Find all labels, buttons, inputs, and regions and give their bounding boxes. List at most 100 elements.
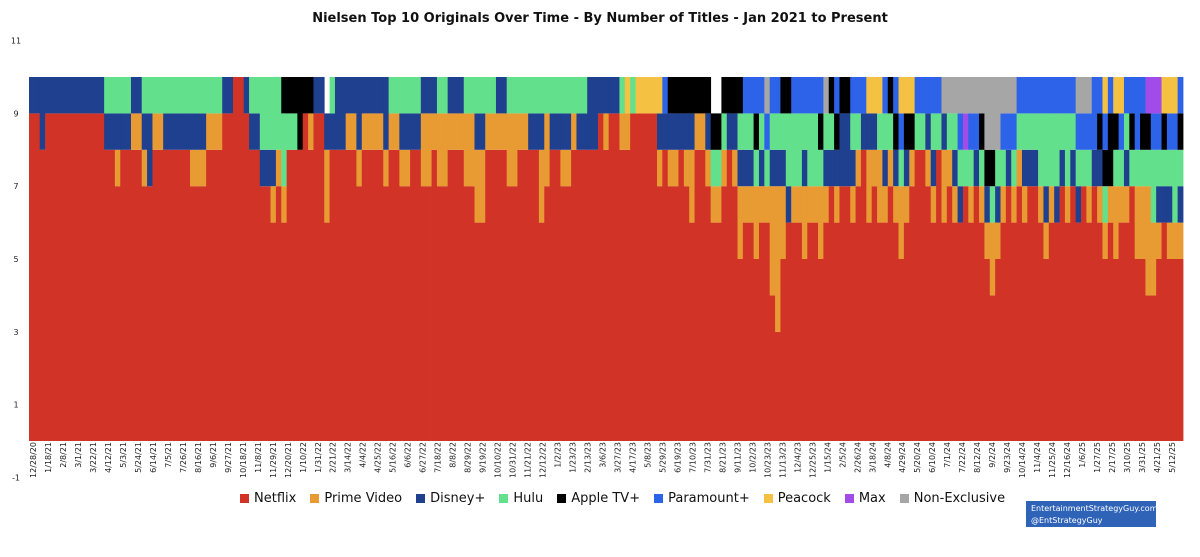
x-tick-label: 5/24/21	[134, 442, 143, 473]
bar-segment-prime-video	[898, 186, 905, 259]
x-tick-label: 2/8/21	[59, 442, 68, 468]
bar-segment-netflix	[1011, 222, 1018, 441]
bar-segment-paramount-	[855, 77, 862, 114]
bar-segment-hulu	[1021, 113, 1028, 150]
bar-segment-prime-video	[855, 149, 862, 187]
bar-segment-apple-tv-	[737, 77, 744, 114]
bar-segment-prime-video	[903, 186, 910, 223]
bar-segment-disney-	[903, 149, 910, 187]
bar-segment-netflix	[1140, 259, 1146, 441]
bar-segment-disney-	[45, 77, 94, 114]
bar-segment-netflix	[114, 186, 121, 441]
bar-segment-netflix	[1134, 259, 1141, 441]
bar-segment-paramount-	[791, 77, 803, 114]
bar-segment-netflix	[635, 113, 647, 442]
bar-segment-paramount-	[775, 77, 781, 114]
bar-segment-disney-	[104, 113, 116, 150]
bar-segment-apple-tv-	[1161, 113, 1168, 150]
x-tick-label: 4/8/24	[883, 442, 892, 468]
bar-segment-prime-video	[1048, 186, 1055, 223]
bar-segment-disney-	[893, 149, 899, 187]
bar-segment-apple-tv-	[297, 77, 304, 150]
bar-segment-hulu	[828, 113, 835, 150]
bar-segment-netflix	[388, 149, 400, 442]
legend-item: Hulu	[499, 491, 543, 506]
x-tick-label: 3/22/21	[89, 442, 98, 473]
bar-segment-disney-	[538, 113, 545, 150]
bar-segment-prime-video	[1016, 149, 1023, 187]
bar-segment-apple-tv-	[984, 149, 991, 187]
x-tick-label: 3/27/23	[614, 442, 623, 473]
bar-segment-disney-	[528, 113, 540, 150]
bar-segment-disney-	[952, 149, 958, 187]
bar-segment-netflix	[286, 149, 298, 442]
bar-segment-prime-video	[206, 113, 223, 150]
bar-segment-prime-video	[764, 186, 771, 223]
bar-segment-netflix	[420, 186, 432, 441]
bar-segment-disney-	[1177, 186, 1184, 223]
bar-segment-hulu	[877, 113, 883, 150]
bar-segment-hulu	[1075, 149, 1082, 187]
bar-segment-hulu	[930, 113, 937, 150]
bar-segment-prime-video	[1064, 186, 1071, 223]
bar-segment-disney-	[925, 113, 932, 150]
bar-segment-disney-	[447, 77, 465, 114]
bar-segment-paramount-	[1091, 77, 1098, 150]
bar-segment-hulu	[1140, 149, 1146, 187]
bar-segment-hulu	[399, 77, 411, 114]
bar-segment-disney-	[1021, 149, 1028, 187]
legend-item: Apple TV+	[557, 491, 640, 506]
x-tick-label: 3/31/25	[1138, 442, 1147, 473]
y-axis-ticks: 11 9 7 5 3 1 -1	[11, 37, 21, 483]
legend-swatch	[240, 494, 249, 503]
bar-segment-netflix	[903, 222, 910, 441]
bar-segment-apple-tv-	[1145, 113, 1152, 150]
x-tick-label: 1/27/25	[1093, 442, 1102, 473]
bar-segment-hulu	[946, 113, 953, 150]
bar-segment-paramount-	[764, 113, 771, 150]
bar-segment-netflix	[1123, 222, 1130, 441]
bars-layer	[29, 77, 1184, 442]
bar-segment-netflix	[1081, 186, 1087, 441]
bar-segment-hulu	[898, 149, 905, 187]
bar-segment-netflix	[206, 149, 223, 442]
x-tick-label: 12/20/21	[284, 442, 293, 478]
bar-segment-prime-video	[866, 149, 873, 223]
bar-segment-netflix	[1156, 259, 1162, 441]
bar-segment-prime-video	[603, 113, 610, 150]
bar-segment-non-exclusive	[946, 77, 953, 114]
bar-segment-disney-	[345, 77, 357, 114]
x-tick-label: 3/6/23	[599, 442, 608, 468]
bar-segment-hulu	[1177, 149, 1184, 187]
bar-segment-netflix	[775, 331, 781, 441]
bar-segment-disney-	[603, 77, 610, 114]
bar-segment-netflix	[587, 149, 599, 442]
bar-segment-netflix	[544, 186, 551, 441]
bar-segment-netflix	[399, 186, 411, 441]
bar-segment-prime-video	[345, 113, 357, 150]
bar-segment-disney-	[549, 113, 561, 150]
bar-segment-non-exclusive	[968, 77, 975, 114]
x-tick-label: 9/6/21	[209, 442, 218, 468]
bar-segment-hulu	[1118, 149, 1125, 187]
bar-segment-hulu	[1102, 186, 1109, 223]
bar-segment-disney-	[678, 113, 685, 150]
bar-segment-paramount-	[1070, 77, 1077, 114]
bar-segment-hulu	[1070, 113, 1077, 150]
bar-segment-hulu	[141, 77, 148, 114]
x-tick-label: 6/6/22	[404, 442, 413, 468]
bar-segment-disney-	[1161, 186, 1168, 223]
bar-segment-disney-	[973, 149, 980, 187]
legend-label: Apple TV+	[571, 491, 641, 506]
bar-segment-non-exclusive	[962, 77, 969, 114]
bar-segment-netflix	[485, 149, 497, 442]
bar-segment-prime-video	[1172, 222, 1179, 259]
legend-label: Hulu	[513, 491, 544, 506]
bar-segment-disney-	[587, 77, 599, 150]
bar-segment-netflix	[1129, 186, 1136, 441]
bar-segment-peacock	[1166, 77, 1173, 114]
bar-segment-apple-tv-	[308, 77, 314, 114]
bar-segment-non-exclusive	[1005, 77, 1012, 114]
bar-segment-hulu	[1156, 149, 1162, 187]
bar-segment-netflix	[925, 186, 932, 441]
